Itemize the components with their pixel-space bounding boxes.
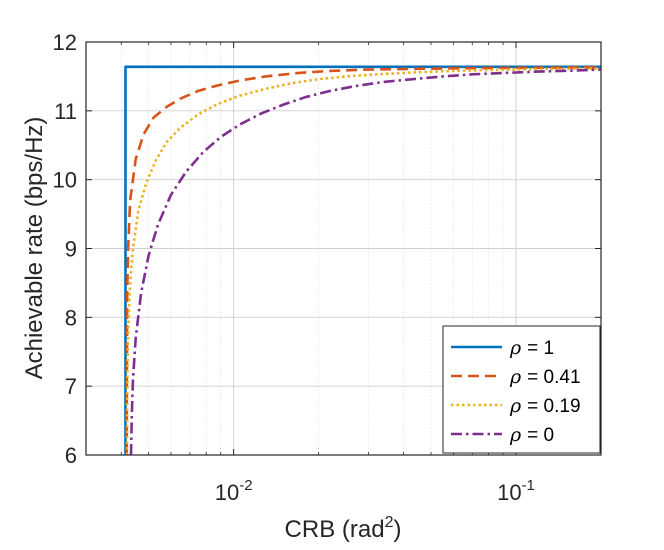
x-tick-exponent: -1: [522, 477, 535, 494]
y-tick-label: 11: [54, 99, 77, 124]
x-tick-labels: 10-2 10-1: [215, 477, 535, 505]
legend-label-4: ρ = 0: [509, 424, 554, 446]
x-axis-label: CRB (rad2): [285, 514, 402, 543]
series-lines: [124, 65, 602, 456]
y-axis-label: Achievable rate (bps/Hz): [21, 117, 48, 380]
x-tick-base: 10: [497, 480, 521, 505]
y-tick-label: 9: [65, 237, 77, 262]
series-line-1: [124, 65, 601, 455]
x-tick-label: 10-1: [497, 477, 535, 505]
series-line-4: [129, 68, 602, 456]
legend-label-1: ρ = 1: [509, 337, 554, 359]
legend-label-3: ρ = 0.19: [509, 395, 581, 417]
x-tick-label: 10-2: [215, 477, 253, 505]
legend: ρ = 1 ρ = 0.41 ρ = 0.19 ρ = 0: [442, 325, 601, 454]
x-tick-exponent: -2: [239, 477, 252, 494]
y-tick-labels: 6 7 8 9 10 11 12: [53, 30, 77, 468]
axis-ticks: [86, 41, 601, 456]
x-tick-base: 10: [215, 480, 239, 505]
y-tick-label: 6: [65, 443, 77, 468]
x-axis-label-superscript: 2: [385, 514, 394, 531]
legend-label-2: ρ = 0.41: [509, 366, 581, 388]
y-tick-label: 8: [65, 305, 77, 330]
y-tick-label: 10: [53, 168, 77, 193]
series-line-2: [125, 66, 601, 456]
y-tick-label: 7: [65, 374, 77, 399]
y-tick-label: 12: [53, 30, 77, 55]
